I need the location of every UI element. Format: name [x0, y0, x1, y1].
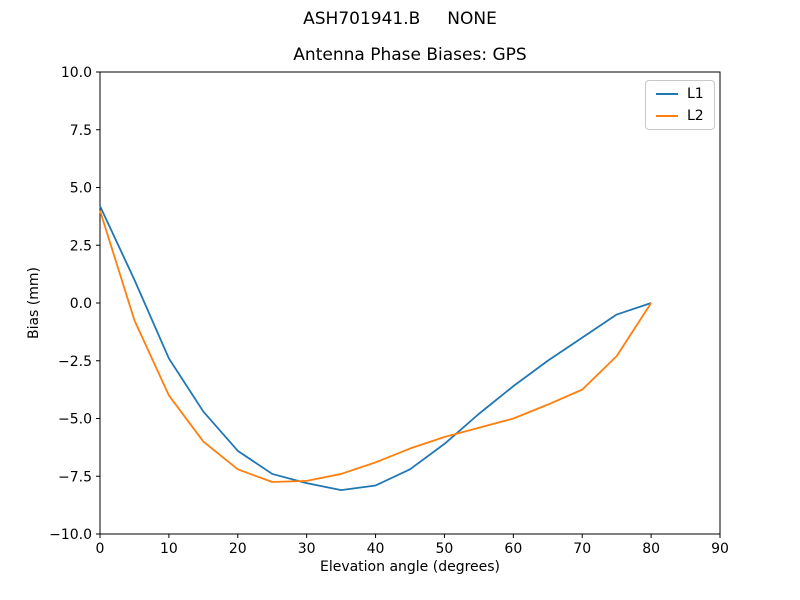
- x-axis-label: Elevation angle (degrees): [319, 559, 501, 575]
- legend-entry-L2: L2: [656, 107, 704, 124]
- y-tick-label: 2.5: [70, 238, 92, 254]
- y-tick-label: −10.0: [49, 527, 92, 543]
- x-tick-label: 10: [160, 541, 178, 557]
- series-line-L1: [99, 205, 652, 492]
- legend-line-swatch-L1: [656, 93, 678, 96]
- y-tick-label: −2.5: [58, 354, 92, 370]
- y-tick-label: −5.0: [58, 412, 92, 428]
- x-tick-label: 20: [229, 541, 247, 557]
- y-tick-label: 0.0: [70, 296, 92, 312]
- legend-line-swatch-L2: [656, 115, 678, 118]
- y-tick-label: −7.5: [58, 469, 92, 485]
- x-tick-label: 70: [573, 541, 591, 557]
- legend-entry-L1: L1: [656, 87, 704, 102]
- axes-spines: [99, 71, 721, 535]
- y-tick-label: 5.0: [70, 181, 92, 197]
- legend: L1 L2: [645, 80, 715, 131]
- y-axis-label: Bias (mm): [26, 266, 42, 340]
- legend-label-L1: L1: [687, 86, 704, 102]
- series-line-L2: [99, 210, 652, 483]
- x-tick-label: 60: [504, 541, 522, 557]
- y-tick-label: 7.5: [70, 123, 92, 139]
- x-tick-label: 40: [367, 541, 385, 557]
- x-tick-label: 90: [711, 541, 729, 557]
- y-tick-label: 10.0: [61, 65, 92, 81]
- axes-title: Antenna Phase Biases: GPS: [293, 45, 527, 65]
- x-tick-label: 80: [642, 541, 660, 557]
- x-tick-label: 0: [96, 541, 105, 557]
- x-tick-label: 30: [298, 541, 316, 557]
- legend-label-L2: L2: [687, 107, 704, 124]
- x-tick-label: 50: [436, 541, 454, 557]
- figure-suptitle: ASH701941.B NONE: [303, 9, 497, 29]
